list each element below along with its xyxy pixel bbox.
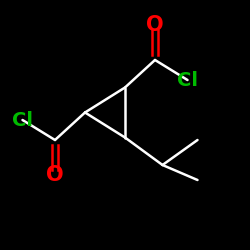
Text: Cl: Cl	[12, 110, 33, 130]
Text: O: O	[146, 15, 164, 35]
Text: O: O	[46, 165, 64, 185]
Text: Cl: Cl	[177, 70, 198, 90]
